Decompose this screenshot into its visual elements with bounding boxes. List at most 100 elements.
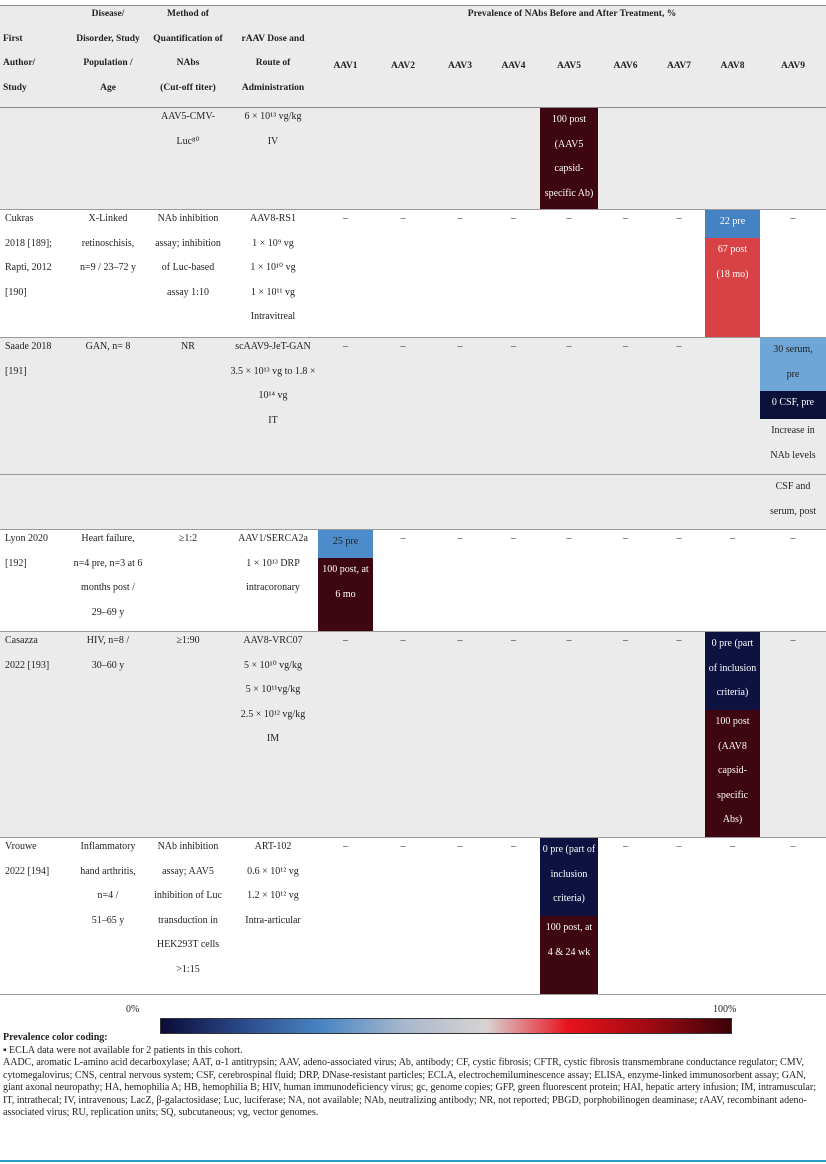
prevalence-cell: – xyxy=(373,530,433,631)
row-background xyxy=(0,338,826,475)
segment-line: 100 post, at xyxy=(545,922,593,933)
dash: – xyxy=(343,213,348,224)
prevalence-cell: 22 pre 67 post (18 mo) xyxy=(705,210,760,337)
dash: – xyxy=(623,213,628,224)
row-background xyxy=(0,838,826,995)
footer: Prevalence color coding: ▪ ECLA data wer… xyxy=(3,1032,821,1120)
dash: – xyxy=(400,533,406,544)
segment-line: of inclusion xyxy=(708,662,757,674)
cell-line: NAb inhibition xyxy=(157,213,219,224)
segment-line: inclusion xyxy=(550,868,588,880)
cell-line: of Luc-based xyxy=(161,262,215,273)
header-line: Quantification of xyxy=(153,33,223,44)
author-cell: Saade 2018 [191] xyxy=(5,338,73,475)
cell-line: 2.5 × 10¹² vg/kg xyxy=(240,708,306,720)
cell-line: Lyon 2020 xyxy=(5,533,49,544)
dash: – xyxy=(623,635,628,646)
cell-line: inhibition of Luc xyxy=(154,890,222,901)
author-cell: Casazza 2022 [193] xyxy=(5,632,73,838)
prevalence-cell: – xyxy=(653,210,705,337)
cell-line: AAV8-VRC07 xyxy=(243,635,303,646)
dash: – xyxy=(566,213,572,224)
dash: – xyxy=(730,841,735,852)
row-background xyxy=(0,210,826,338)
cell-line: IM xyxy=(266,733,280,744)
method-cell: ≥1:90 xyxy=(148,632,228,838)
cell-line: AAV1/SERCA2a xyxy=(238,533,308,544)
header-background xyxy=(0,5,826,108)
dose-cell: ART-102 0.6 × 10¹² vg 1.2 × 10¹² vg Intra-a… xyxy=(228,838,318,995)
prevalence-segment: 100 post, at 6 mo xyxy=(318,558,373,631)
prevalence-cell: – xyxy=(760,632,826,837)
dash: – xyxy=(400,213,406,224)
dash: – xyxy=(790,213,796,224)
serotype-header: AAV4 xyxy=(501,61,526,71)
header-cell: Disease/Disorder, Study Population / Age xyxy=(68,5,148,108)
bottom-rule xyxy=(0,1160,826,1162)
segment-line: capsid- xyxy=(554,163,584,174)
method-cell: NAb inhibition assay; inhibition of Luc-ba… xyxy=(148,210,228,338)
prevalence-cell: 25 pre 100 post, at 6 mo xyxy=(318,530,373,631)
dash: – xyxy=(511,635,516,646)
cell-line: HEK293T cells xyxy=(156,939,220,950)
segment-line: 67 post xyxy=(717,244,748,255)
dash: – xyxy=(623,841,628,852)
prevalence-cell: – xyxy=(540,210,598,337)
dash: – xyxy=(730,533,735,544)
segment-line: pre xyxy=(786,368,800,380)
dash: – xyxy=(676,341,682,352)
dash: – xyxy=(343,841,348,852)
prevalence-segment: 0 CSF, pre xyxy=(760,391,826,419)
prevalence-cell: – xyxy=(598,530,653,631)
prevalence-cell: 0 pre (part of inclusion criteria) 100 post… xyxy=(540,838,598,994)
prevalence-cell: – xyxy=(540,338,598,474)
cell-line: 5 × 10¹¹vg/kg xyxy=(245,684,301,695)
prevalence-cell: – xyxy=(373,210,433,337)
prevalence-cell: – xyxy=(653,632,705,837)
segment-line: 30 serum, xyxy=(773,344,813,355)
dash: – xyxy=(511,213,516,224)
cell-line: 1 × 10¹¹ vg xyxy=(250,286,296,298)
cell-line: n=4 / xyxy=(97,890,119,901)
cell-line: GAN, n= 8 xyxy=(85,341,131,352)
row-background xyxy=(0,475,826,530)
prevalence-segment: 25 pre xyxy=(318,530,373,558)
prevalence-cell: – xyxy=(433,210,487,337)
prevalence-cell: – xyxy=(433,338,487,474)
disease-cell: Heart failure, n=4 pre, n=3 at 6 months po… xyxy=(68,530,148,632)
prevalence-cell: – xyxy=(760,530,826,631)
prevalence-segment: 0 pre (part of inclusion criteria) xyxy=(705,632,760,710)
cell-line: months post / xyxy=(81,582,135,593)
method-cell: ≥1:2 xyxy=(148,530,228,632)
prevalence-cell: – xyxy=(373,838,433,994)
header-line: Disorder, Study xyxy=(76,33,140,44)
dash: – xyxy=(623,533,628,544)
header-line: Author/ xyxy=(3,58,36,68)
author-cell: Cukras 2018 [189]; Rapti, 2012 [190] xyxy=(5,210,73,338)
segment-line: 22 pre xyxy=(719,216,746,227)
prevalence-cell: – xyxy=(540,530,598,631)
cell-line: 30–60 y xyxy=(91,659,125,671)
row-background xyxy=(0,632,826,838)
cell-line: 5 × 10¹⁰ vg/kg xyxy=(244,659,302,671)
cell-line: Rapti, 2012 xyxy=(5,262,52,273)
header-line: Administration xyxy=(241,82,305,93)
cell-line: HIV, n=8 / xyxy=(86,635,130,646)
cell-line: 6 × 10¹³ vg/kg xyxy=(244,111,302,122)
prevalence-cell: – xyxy=(373,338,433,474)
dash: – xyxy=(676,213,682,224)
cell-line: 51–65 y xyxy=(91,914,125,926)
header-line: (Cut-off titer) xyxy=(160,82,216,93)
dose-cell: scAAV9-JeT-GAN 3.5 × 10¹³ vg to 1.8 × 10¹⁴… xyxy=(228,338,318,475)
prevalence-cell: – xyxy=(760,838,826,994)
segment-line: 0 CSF, pre xyxy=(771,397,815,408)
header-cell: First Author/Study xyxy=(3,5,71,108)
disease-cell: HIV, n=8 / 30–60 y xyxy=(68,632,148,838)
cell-line: >1:15 xyxy=(176,963,200,975)
cell-line: [190] xyxy=(5,286,27,298)
cell-line: 1 × 10¹³ DRP xyxy=(246,557,300,569)
cell-line: X-Linked xyxy=(88,213,128,224)
prevalence-cell: – xyxy=(598,210,653,337)
prevalence-cell: – xyxy=(705,530,760,631)
cell-line: 0.6 × 10¹² vg xyxy=(247,865,299,877)
